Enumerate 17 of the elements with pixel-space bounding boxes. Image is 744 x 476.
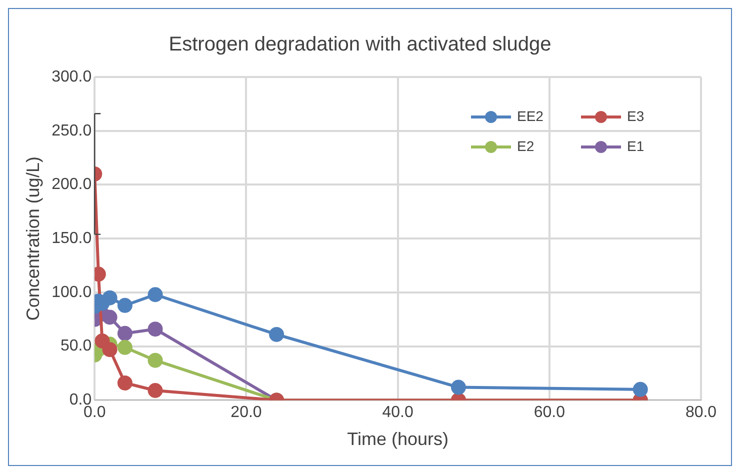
x-tick-label: 60.0 <box>534 404 566 422</box>
y-tick-label: 300.0 <box>52 68 92 86</box>
chart-title: Estrogen degradation with activated sludge <box>168 34 552 56</box>
legend-label: E1 <box>627 138 644 154</box>
legend-label: E2 <box>517 138 534 154</box>
legend-label: E3 <box>627 108 644 124</box>
x-tick-label: 20.0 <box>230 404 262 422</box>
x-tick-label: 80.0 <box>685 404 717 422</box>
y-tick-label: 200.0 <box>52 176 92 194</box>
y-tick-label: 50.0 <box>60 338 92 355</box>
x-tick-label: 40.0 <box>382 404 414 422</box>
legend-label: EE2 <box>517 108 544 124</box>
x-axis-title: Time (hours) <box>347 429 448 450</box>
y-tick-label: 150.0 <box>52 230 92 248</box>
y-tick-label: 100.0 <box>52 284 92 301</box>
y-axis-title: Concentration (ug/L) <box>22 156 43 321</box>
y-tick-label: 250.0 <box>52 122 92 140</box>
